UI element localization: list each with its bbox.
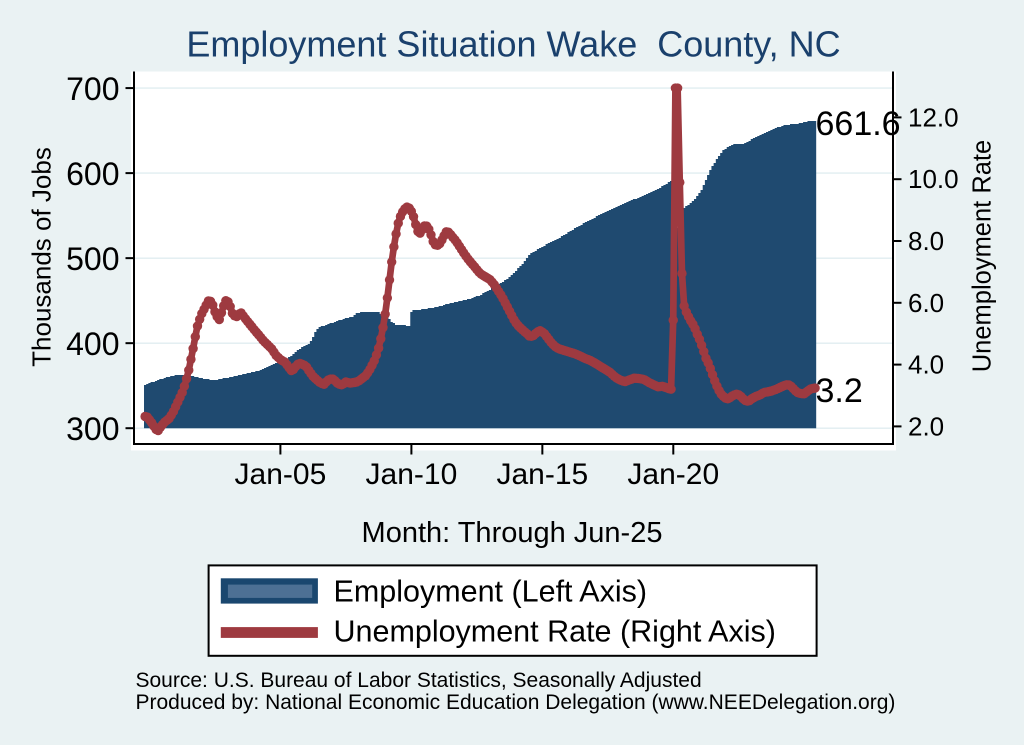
svg-text:Jan-20: Jan-20: [627, 458, 719, 491]
svg-text:Jan-05: Jan-05: [235, 458, 327, 491]
svg-text:Thousands of Jobs: Thousands of Jobs: [27, 147, 57, 367]
svg-text:Unemployment Rate: Unemployment Rate: [969, 140, 997, 372]
svg-text:10.0: 10.0: [908, 164, 959, 194]
svg-text:Employment (Left Axis): Employment (Left Axis): [334, 575, 648, 609]
svg-text:8.0: 8.0: [908, 226, 944, 256]
svg-text:700: 700: [66, 71, 119, 107]
svg-text:4.0: 4.0: [908, 350, 944, 380]
svg-text:Jan-10: Jan-10: [366, 458, 458, 491]
svg-text:Jan-15: Jan-15: [496, 458, 588, 491]
svg-text:6.0: 6.0: [908, 288, 944, 318]
svg-text:Month: Through Jun-25: Month: Through Jun-25: [362, 517, 663, 549]
svg-text:500: 500: [66, 241, 119, 277]
svg-text:12.0: 12.0: [908, 102, 959, 132]
svg-text:661.6: 661.6: [816, 105, 901, 143]
svg-text:Employment Situation Wake Cou: Employment Situation Wake County, NC: [186, 24, 840, 65]
svg-text:2.0: 2.0: [908, 411, 944, 441]
svg-text:Source: U.S. Bureau of Labor S: Source: U.S. Bureau of Labor Statistics,…: [136, 669, 702, 692]
svg-text:400: 400: [66, 326, 119, 362]
svg-text:600: 600: [66, 156, 119, 192]
svg-text:Unemployment Rate (Right Axis): Unemployment Rate (Right Axis): [334, 615, 776, 649]
svg-text:3.2: 3.2: [816, 372, 863, 410]
svg-text:Produced by: National Economic: Produced by: National Economic Education…: [136, 691, 896, 714]
svg-text:300: 300: [66, 411, 119, 447]
